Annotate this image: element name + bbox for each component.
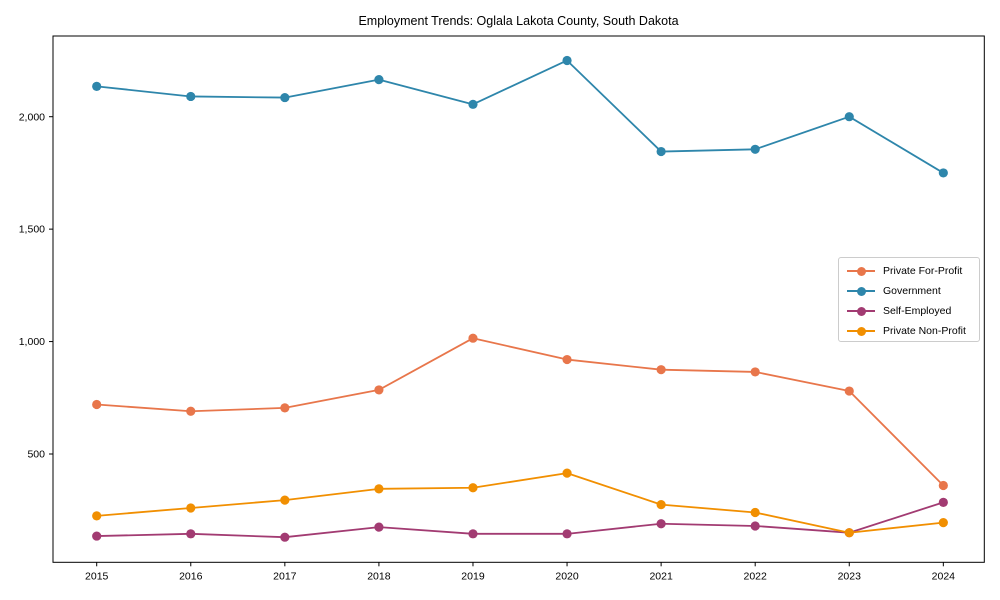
data-point-marker-government [468, 99, 478, 109]
data-point-marker-private-non-profit [92, 511, 102, 521]
legend-line-marker-icon [847, 286, 875, 296]
data-point-marker-government [92, 81, 102, 91]
data-point-marker-private-non-profit [656, 500, 666, 510]
x-axis-tick-label: 2021 [649, 570, 673, 582]
series-line-government [96, 59, 944, 174]
data-point-marker-private-for-profit [374, 385, 384, 395]
data-point-marker-private-for-profit [938, 480, 948, 491]
x-axis-tick-label: 2015 [85, 570, 109, 582]
data-point-marker-self-employed [750, 521, 760, 531]
data-point-marker-private-for-profit [468, 333, 478, 343]
data-point-marker-private-non-profit [374, 484, 384, 494]
legend-line-marker-icon [847, 306, 875, 316]
data-point-marker-self-employed [280, 532, 290, 542]
legend-item-government: Government [847, 281, 979, 301]
x-axis-tick-label: 2016 [179, 570, 203, 582]
data-point-marker-self-employed [374, 522, 384, 532]
data-point-marker-private-non-profit [844, 528, 854, 538]
y-axis-tick-label: 500 [27, 449, 45, 461]
legend-item-self-employed: Self-Employed [847, 301, 979, 321]
y-axis-tick-label: 1,000 [19, 336, 45, 348]
y-axis-tick-label: 2,000 [19, 111, 45, 123]
legend-item-private-non-profit: Private Non-Profit [847, 321, 979, 341]
axes-frame [52, 35, 985, 563]
series-line-private-for-profit [96, 337, 944, 487]
data-point-marker-government [562, 55, 572, 66]
data-point-marker-private-non-profit [938, 517, 948, 528]
x-axis-tick-label: 2020 [555, 570, 579, 582]
data-point-marker-private-for-profit [750, 367, 760, 377]
data-point-marker-self-employed [186, 529, 196, 539]
data-point-marker-self-employed [92, 531, 102, 541]
x-axis-tick-label: 2018 [367, 570, 391, 582]
series-line-private-non-profit [96, 472, 944, 534]
x-axis-tick-label: 2019 [461, 570, 485, 582]
x-axis-tick-label: 2017 [273, 570, 297, 582]
series-line-self-employed [96, 501, 944, 539]
data-point-marker-private-non-profit [280, 495, 290, 505]
data-point-marker-private-for-profit [280, 403, 290, 413]
data-point-marker-government [374, 74, 384, 85]
legend-line-marker-icon [847, 326, 875, 336]
data-point-marker-government [280, 92, 290, 103]
data-point-marker-government [750, 144, 760, 154]
legend-label: Government [883, 285, 941, 297]
data-point-marker-private-non-profit [186, 503, 196, 513]
x-axis-tick-label: 2024 [932, 570, 956, 582]
chart-title: Employment Trends: Oglala Lakota County,… [358, 14, 679, 28]
data-point-marker-private-non-profit [468, 483, 478, 493]
data-point-marker-government [844, 112, 854, 122]
data-point-marker-self-employed [938, 497, 948, 507]
legend-line-marker-icon [847, 266, 875, 276]
legend-label: Self-Employed [883, 305, 952, 317]
x-axis-tick-label: 2022 [744, 570, 768, 582]
data-point-marker-private-non-profit [750, 507, 760, 518]
legend-label: Private Non-Profit [883, 325, 966, 337]
data-point-marker-self-employed [562, 529, 572, 539]
data-point-marker-private-for-profit [844, 386, 854, 396]
data-point-marker-government [656, 146, 666, 157]
legend: Private For-Profit Government Self-Emplo… [838, 257, 980, 342]
data-point-marker-private-for-profit [186, 406, 196, 416]
data-point-marker-private-non-profit [562, 468, 572, 478]
legend-item-private-for-profit: Private For-Profit [847, 261, 979, 281]
data-point-marker-private-for-profit [656, 365, 666, 375]
data-point-marker-government [186, 91, 196, 102]
data-point-marker-self-employed [656, 519, 666, 529]
data-point-marker-private-for-profit [92, 399, 102, 410]
data-point-marker-self-employed [468, 529, 478, 539]
data-point-marker-government [938, 168, 948, 178]
legend-label: Private For-Profit [883, 265, 963, 277]
y-axis-tick-label: 1,500 [19, 224, 45, 236]
x-axis-tick-label: 2023 [838, 570, 862, 582]
data-point-marker-private-for-profit [562, 354, 572, 365]
